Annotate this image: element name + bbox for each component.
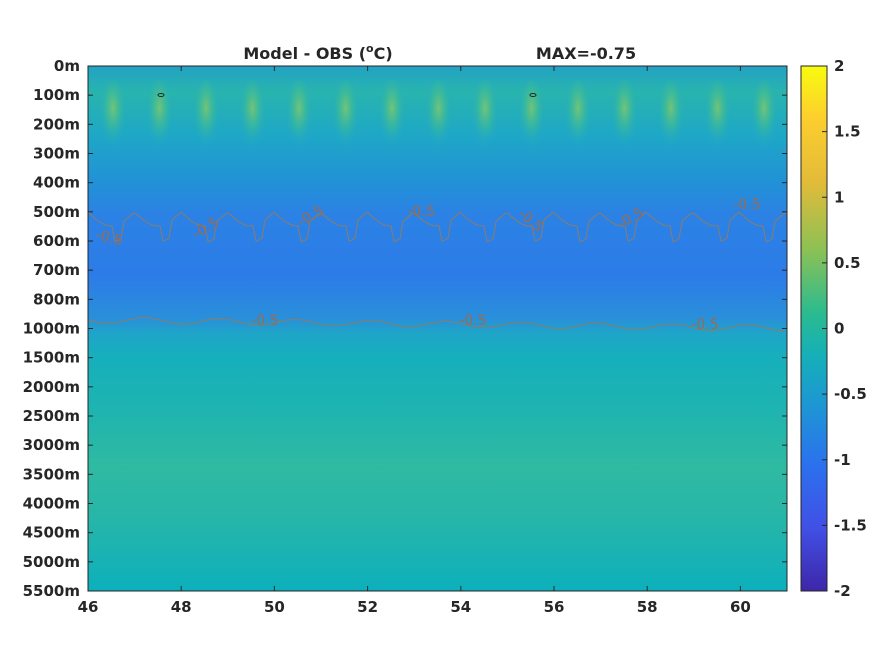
colorbar-tick-label: -1 <box>834 451 851 469</box>
contour-label: -0.5 <box>251 313 278 329</box>
y-tick-label: 1500m <box>23 349 80 367</box>
plume <box>470 80 500 160</box>
y-tick-label: 5000m <box>23 553 80 571</box>
plume <box>702 80 733 160</box>
x-tick-label: 46 <box>78 598 99 616</box>
y-tick-label: 5500m <box>23 582 80 600</box>
plume <box>609 80 640 160</box>
colorbar-tick-label: 0 <box>834 320 844 338</box>
y-tick-label: 2500m <box>23 407 80 425</box>
colorbar-tick-label: -0.5 <box>834 385 867 403</box>
y-tick-label: 800m <box>33 290 80 308</box>
plume <box>563 80 593 160</box>
chart-title: Model - OBS (oC) <box>243 42 392 63</box>
y-tick-label: 400m <box>33 174 80 192</box>
colorbar-tick-label: 0.5 <box>834 254 861 272</box>
x-tick-label: 52 <box>357 598 378 616</box>
contour-label: -0.5 <box>407 204 434 220</box>
plume <box>516 80 547 160</box>
colorbar-ticks: 2 1.5 1 0.5 0 -0.5 -1 -1.5 -2 <box>822 57 867 600</box>
y-tick-label: 3000m <box>23 436 80 454</box>
contour-lines <box>88 211 787 332</box>
y-tick-label: 100m <box>33 86 80 104</box>
colorbar-tick-label: 1.5 <box>834 123 861 141</box>
x-tick-label: 60 <box>730 598 751 616</box>
y-tick-label: 3500m <box>23 465 80 483</box>
surface-anomaly-plumes <box>98 80 779 160</box>
y-tick-label: 500m <box>33 203 80 221</box>
y-tick-label: 4500m <box>23 524 80 542</box>
colorbar: 2 1.5 1 0.5 0 -0.5 -1 -1.5 -2 <box>800 57 867 600</box>
plume <box>749 80 779 160</box>
plume <box>98 80 128 160</box>
heatmap-field: -0.5 -0.5 -0.5 -0.5 -0.5 -0.5 -0.5-0.5 -0.5 -0.5 <box>88 66 787 591</box>
plume <box>423 80 454 160</box>
contour-line <box>88 211 787 243</box>
contour-label: -0.5 <box>691 317 718 333</box>
plume <box>656 80 686 160</box>
colorbar-tick-label: 2 <box>834 57 844 75</box>
plume <box>191 80 221 160</box>
max-markers <box>157 93 537 97</box>
x-tick-label: 54 <box>450 598 471 616</box>
y-tick-label: 700m <box>33 261 80 279</box>
plume <box>377 80 407 160</box>
plume <box>284 80 314 160</box>
x-tick-label: 58 <box>637 598 658 616</box>
y-tick-label: 4000m <box>23 495 80 513</box>
x-axis: 46 48 50 52 54 56 58 60 <box>78 66 751 616</box>
max-label: MAX=-0.75 <box>536 44 636 63</box>
x-tick-label: 56 <box>544 598 565 616</box>
contour-label: -0.5 <box>459 313 486 329</box>
plume <box>237 80 268 160</box>
colorbar-tick-label: -1.5 <box>834 516 867 534</box>
contour-line <box>88 317 785 332</box>
plume <box>330 80 361 160</box>
colorbar-tick-label: -2 <box>834 582 851 600</box>
y-tick-label: 2000m <box>23 378 80 396</box>
y-tick-label: 0m <box>54 57 80 75</box>
x-tick-label: 50 <box>264 598 285 616</box>
x-tick-label: 48 <box>171 598 192 616</box>
y-tick-label: 200m <box>33 115 80 133</box>
contour-labels: -0.5 -0.5 -0.5 -0.5 -0.5 -0.5 -0.5-0.5 -0.5 -0.5 <box>94 197 761 333</box>
y-tick-label: 300m <box>33 145 80 163</box>
contour-label: -0.5 <box>94 227 125 250</box>
y-tick-label: 600m <box>33 232 80 250</box>
plume <box>144 80 175 160</box>
y-axis: 0m 100m 200m 300m 400m 500m 600m 700m 800m 1000m 1… <box>23 57 787 600</box>
contour-label: -0.5 <box>733 197 760 213</box>
y-tick-label: 1000m <box>23 320 80 338</box>
colorbar-tick-label: 1 <box>834 188 844 206</box>
